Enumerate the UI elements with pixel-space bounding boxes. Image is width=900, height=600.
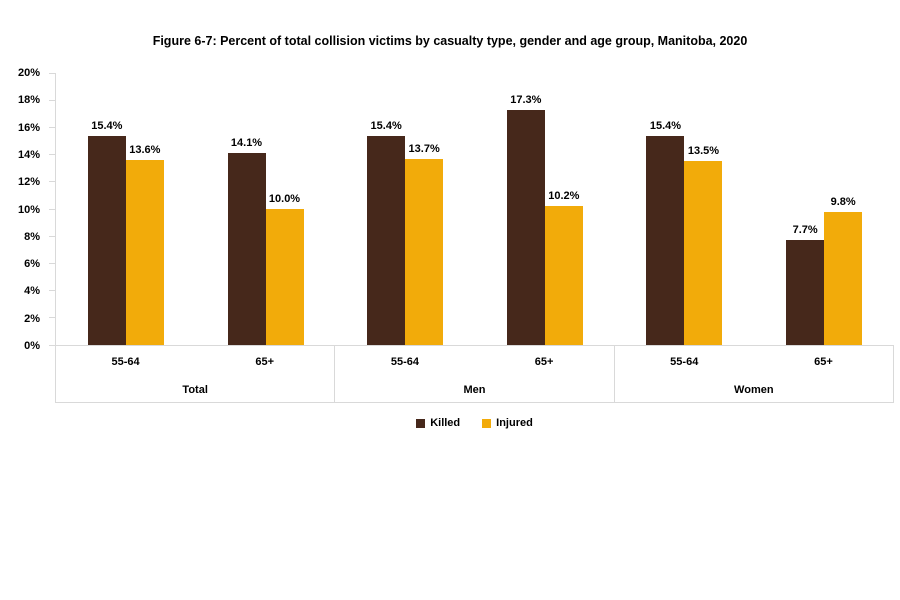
age-group-label: 55-64 <box>390 356 419 368</box>
bar-injured: 10.2% <box>544 190 583 345</box>
bar-group-women: 15.4% 13.5% 7.7% 9.8% <box>615 73 894 345</box>
age-group-label: 65+ <box>814 356 833 368</box>
y-tick-mark <box>49 72 55 74</box>
legend-label: Killed <box>430 417 461 429</box>
bar-value-label: 9.8% <box>830 195 856 208</box>
bar-killed: 7.7% <box>786 224 825 345</box>
age-label-row: 55-64 65+ <box>615 346 893 378</box>
x-axis-label-area: 55-64 65+ Total 55-64 65+ Men 55-64 65+ Women <box>55 346 894 403</box>
y-tick-label: 2% <box>24 312 40 325</box>
bar-cell: 14.1% 10.0% <box>196 73 336 345</box>
label-group-women: 55-64 65+ Women <box>615 346 893 402</box>
age-label-row: 55-64 65+ <box>56 346 334 378</box>
legend-label: Injured <box>496 417 533 429</box>
legend: Killed Injured <box>55 416 894 430</box>
legend-item-killed: Killed <box>416 416 460 430</box>
bar-cell: 15.4% 13.7% <box>335 73 475 345</box>
y-tick-mark <box>49 181 55 183</box>
bar-cell: 15.4% 13.5% <box>615 73 755 345</box>
group-label: Women <box>734 384 774 396</box>
bar-value-label: 10.2% <box>548 190 580 203</box>
legend-swatch-injured <box>482 418 492 428</box>
bar-injured: 13.5% <box>684 145 723 345</box>
bar-killed: 17.3% <box>506 94 545 345</box>
label-group-total: 55-64 65+ Total <box>56 346 336 402</box>
y-tick-label: 0% <box>24 340 40 352</box>
bar-value-label: 17.3% <box>510 93 542 106</box>
bar-group-total: 15.4% 13.6% 14.1% 10.0% <box>56 73 335 345</box>
y-axis-labels: 0% 2% 4% 6% 8% 10% 12% 14% 16% 18% 20% <box>0 67 40 352</box>
age-group-label: 65+ <box>534 356 554 368</box>
bar-killed: 14.1% <box>227 137 266 345</box>
bar-killed: 15.4% <box>87 120 126 345</box>
age-group-label: 65+ <box>255 356 275 368</box>
bar-injured: 10.0% <box>265 193 304 345</box>
bar-value-label: 7.7% <box>792 224 818 237</box>
y-tick-label: 8% <box>24 230 40 243</box>
group-label: Total <box>182 384 208 396</box>
chart-title: Figure 6-7: Percent of total collision v… <box>152 34 748 48</box>
y-tick-mark <box>49 99 55 101</box>
y-tick-label: 4% <box>24 285 40 298</box>
bar-value-label: 13.7% <box>408 142 440 155</box>
y-tick-label: 18% <box>17 94 40 107</box>
bar-value-label: 15.4% <box>91 119 123 132</box>
y-tick-label: 6% <box>24 258 40 271</box>
bar-injured: 9.8% <box>824 196 863 345</box>
y-tick-mark <box>49 317 55 319</box>
age-label-row: 55-64 65+ <box>335 346 613 378</box>
bar-injured: 13.7% <box>405 143 444 345</box>
y-tick-label: 16% <box>17 121 40 134</box>
bar-value-label: 13.6% <box>129 144 161 157</box>
label-group-men: 55-64 65+ Men <box>335 346 615 402</box>
bar-value-label: 15.4% <box>370 119 402 132</box>
bar-value-label: 15.4% <box>649 119 682 132</box>
bar-cell: 17.3% 10.2% <box>475 73 615 345</box>
bar-killed: 15.4% <box>646 120 685 345</box>
y-tick-mark <box>49 154 55 156</box>
y-tick-label: 10% <box>17 203 40 216</box>
bar-cell: 15.4% 13.6% <box>56 73 196 345</box>
age-group-label: 55-64 <box>111 356 140 368</box>
y-tick-mark <box>49 208 55 210</box>
y-tick-label: 12% <box>17 176 40 189</box>
y-tick-mark <box>49 126 55 128</box>
bar-value-label: 10.0% <box>268 193 301 205</box>
y-tick-mark <box>49 262 55 264</box>
bar-cell: 7.7% 9.8% <box>754 73 894 345</box>
plot-area: 15.4% 13.6% 14.1% 10.0% 15.4% 13.7% 17.3% 10.2%… <box>49 72 894 346</box>
y-tick-mark <box>49 344 55 346</box>
age-group-label: 55-64 <box>670 356 699 368</box>
bar-value-label: 13.5% <box>687 145 720 158</box>
bar-value-label: 14.1% <box>230 137 263 150</box>
legend-item-injured: Injured <box>482 416 533 430</box>
y-tick-mark <box>49 235 55 237</box>
bar-killed: 15.4% <box>367 120 406 345</box>
y-tick-mark <box>49 290 55 292</box>
group-label: Men <box>463 384 486 396</box>
y-tick-label: 20% <box>17 67 40 79</box>
legend-swatch-killed <box>416 418 426 428</box>
bar-injured: 13.6% <box>125 144 164 345</box>
bar-group-men: 15.4% 13.7% 17.3% 10.2% <box>335 73 614 345</box>
y-tick-label: 14% <box>17 148 40 161</box>
